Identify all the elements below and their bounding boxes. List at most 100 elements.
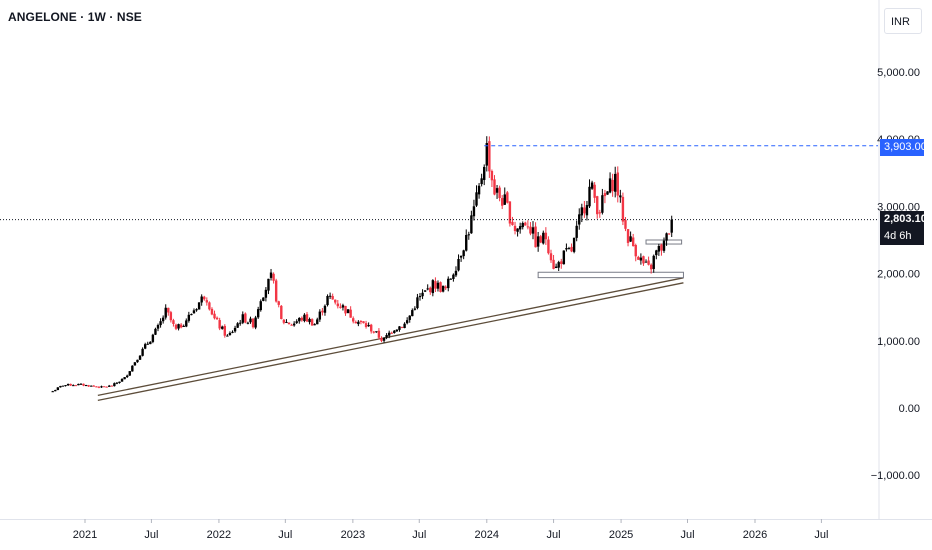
candle-body	[154, 328, 157, 335]
x-tick-label: Jul	[680, 529, 694, 541]
candle-body	[436, 282, 440, 289]
candle-body	[660, 244, 663, 251]
candle-body	[118, 381, 121, 383]
candle-body	[631, 237, 635, 247]
candle-body	[305, 314, 309, 322]
candle-body	[357, 321, 360, 325]
candle-body	[572, 237, 576, 252]
candle-body	[292, 323, 296, 326]
candle-body	[228, 332, 232, 335]
candle-body	[143, 344, 147, 349]
candles	[51, 136, 673, 393]
candle-body	[465, 235, 468, 251]
x-tick-label: Jul	[278, 529, 292, 541]
candle-body	[398, 326, 401, 330]
candle-body	[403, 323, 406, 329]
candle-body	[203, 296, 206, 300]
candle-body	[475, 192, 478, 206]
support-trendline-upper	[97, 277, 684, 397]
candle-body	[454, 270, 458, 276]
candle-body	[372, 331, 375, 333]
candle-body	[341, 305, 345, 308]
candle-body	[321, 310, 324, 313]
reference-lines	[0, 145, 878, 221]
candle-body	[529, 226, 532, 234]
candle-body	[241, 314, 244, 323]
candle-body	[457, 258, 460, 271]
candle-body	[298, 317, 301, 322]
currency-button[interactable]: INR	[884, 8, 922, 34]
candle-body	[647, 260, 650, 265]
candle-body	[97, 386, 101, 388]
candle-body	[557, 262, 560, 268]
candle-body	[547, 239, 550, 254]
time-axis[interactable]: 2021 Jul 2022 Jul 2023 Jul 2024 Jul 2025 Jul 2026 J…	[73, 519, 829, 541]
price-axis[interactable]: 5,000.004,000.003,000.002,000.001,000.00…	[871, 67, 920, 482]
candle-body	[606, 191, 609, 195]
candle-body	[539, 236, 542, 243]
candle-body	[562, 250, 566, 265]
candle-body	[187, 314, 191, 321]
candle-body	[54, 390, 57, 392]
candle-body	[364, 323, 368, 327]
candle-body	[277, 301, 280, 305]
candle-body	[102, 386, 106, 388]
candle-body	[136, 359, 139, 363]
candle-body	[596, 196, 599, 215]
candle-body	[262, 297, 265, 301]
candle-body	[231, 331, 234, 333]
candle-body	[367, 325, 370, 327]
candle-body	[69, 383, 72, 386]
candle-body	[493, 179, 496, 195]
candle-body	[280, 305, 283, 320]
candle-body	[285, 321, 288, 323]
candle-body	[485, 143, 488, 166]
candle-body	[120, 379, 124, 382]
candle-body	[567, 248, 571, 250]
candle-body	[488, 141, 491, 172]
candle-body	[90, 385, 93, 387]
y-tick-label: −1,000.00	[871, 470, 920, 482]
candle-body	[518, 226, 522, 230]
candle-body	[223, 325, 226, 336]
candle-body	[626, 229, 630, 243]
candle-body	[105, 386, 108, 388]
candle-body	[637, 256, 640, 260]
resistance-price-tag: 3,903.00	[880, 139, 927, 156]
candle-body	[151, 334, 155, 342]
candle-body	[331, 296, 334, 300]
candle-body	[239, 322, 242, 324]
candle-body	[662, 240, 666, 251]
candle-body	[393, 330, 396, 334]
x-tick-label: 2022	[207, 529, 231, 541]
candle-body	[226, 335, 229, 337]
candle-body	[125, 375, 129, 378]
candle-body	[172, 320, 175, 324]
candle-body	[61, 385, 65, 387]
candle-body	[64, 385, 67, 387]
candle-body	[382, 337, 386, 341]
candle-body	[123, 377, 126, 380]
candle-body	[177, 324, 180, 329]
support-zone-box	[537, 271, 684, 279]
candle-body	[264, 289, 268, 298]
candle-body	[362, 321, 365, 324]
candle-body	[192, 310, 196, 314]
candle-body	[649, 264, 653, 270]
candle-body	[295, 321, 298, 323]
candle-body	[603, 193, 607, 197]
candle-body	[287, 322, 291, 325]
candle-body	[552, 259, 555, 269]
candle-body	[334, 299, 337, 303]
candle-body	[195, 309, 198, 311]
y-tick-label: 3,000.00	[877, 201, 920, 213]
candle-body	[380, 337, 383, 341]
candle-body	[149, 341, 152, 345]
candle-body	[159, 321, 162, 326]
y-tick-label: 0.00	[899, 403, 920, 415]
candle-body	[318, 311, 322, 320]
candle-body	[508, 201, 512, 224]
candle-body	[359, 321, 363, 323]
candle-body	[511, 221, 514, 226]
